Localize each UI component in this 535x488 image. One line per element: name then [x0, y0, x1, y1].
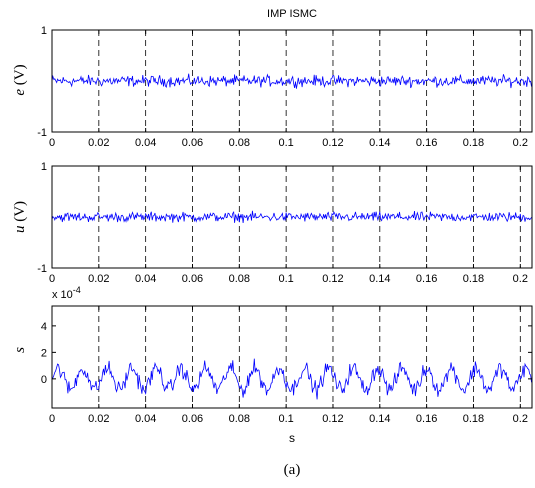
series-line [51, 210, 532, 224]
axis-frame [51, 165, 533, 269]
x-tick-label: 0.04 [135, 137, 156, 149]
x-tick-label: 0.12 [322, 137, 343, 149]
y-axis-label: u (V) [12, 201, 28, 233]
x-tick-label: 0.02 [88, 137, 109, 149]
chart-panel-e: IMP ISMC e (V) 0 0.02 0.04 0.06 0.08 0.1 0.12 0… [12, 8, 533, 149]
x-tick-label: 0.2 [513, 137, 528, 149]
y-axis-unit: (V) [12, 64, 28, 89]
y-axis-variable: u [12, 226, 28, 234]
series-line [51, 358, 532, 400]
x-tick-label: 0.12 [322, 413, 343, 425]
exponent-power: -4 [73, 285, 81, 295]
chart-panel-u: u (V) 0 0.02 0.04 0.06 0.08 0.1 0.12 0.14 0.16 0.… [12, 161, 533, 285]
x-tick-label: 0.1 [278, 137, 293, 149]
x-tick-label: 0.16 [416, 137, 437, 149]
x-tick-label: 0.2 [513, 413, 528, 425]
x-tick-label: 0.1 [278, 273, 293, 285]
x-tick-label: 0.08 [229, 137, 250, 149]
y-axis-variable: e [12, 89, 28, 96]
x-tick-label: 0.06 [182, 137, 203, 149]
y-axis-unit: (V) [12, 201, 28, 226]
chart-title: IMP ISMC [267, 8, 317, 20]
exponent-base: x 10 [52, 289, 73, 301]
x-tick-label: 0.06 [182, 413, 203, 425]
x-tick-label: 0.06 [182, 273, 203, 285]
x-tick-label: 0.04 [135, 273, 156, 285]
y-tick-label: 1 [41, 25, 47, 37]
x-tick-label: 0.18 [463, 413, 484, 425]
y-axis-label: e (V) [12, 64, 28, 95]
y-tick-label: -1 [37, 263, 47, 275]
figure-caption: (a) [284, 462, 301, 478]
chart-panel-s: s x 10-4 s 0 0.02 0.04 0.06 0.08 0.1 0.12 0.14 0… [12, 285, 533, 445]
x-tick-label: 0.08 [229, 273, 250, 285]
series-line [51, 73, 532, 89]
x-tick-label: 0.16 [416, 273, 437, 285]
x-tick-label: 0.02 [88, 413, 109, 425]
x-tick-label: 0.02 [88, 273, 109, 285]
x-tick-label: 0.1 [278, 413, 293, 425]
x-tick-label: 0.14 [369, 413, 390, 425]
x-tick-label: 0.18 [463, 137, 484, 149]
x-tick-label: 0.14 [369, 137, 390, 149]
x-tick-label: 0.18 [463, 273, 484, 285]
y-axis-label: s [12, 347, 28, 353]
axis-frame [51, 29, 533, 133]
x-tick-label: 0 [49, 137, 55, 149]
x-tick-label: 0.16 [416, 413, 437, 425]
y-tick-label: 1 [41, 161, 47, 173]
x-tick-label: 0 [49, 273, 55, 285]
x-axis-label: s [289, 431, 295, 445]
x-tick-label: 0.08 [229, 413, 250, 425]
x-tick-label: 0 [49, 413, 55, 425]
x-tick-label: 0.2 [513, 273, 528, 285]
axis-frame [51, 305, 533, 409]
y-tick-label: 0 [41, 374, 47, 386]
y-tick-label: 4 [41, 321, 47, 333]
x-tick-label: 0.14 [369, 273, 390, 285]
y-tick-label: 2 [41, 347, 47, 359]
exponent-label: x 10-4 [52, 285, 81, 301]
x-tick-label: 0.04 [135, 413, 156, 425]
x-tick-label: 0.12 [322, 273, 343, 285]
y-tick-label: -1 [37, 127, 47, 139]
